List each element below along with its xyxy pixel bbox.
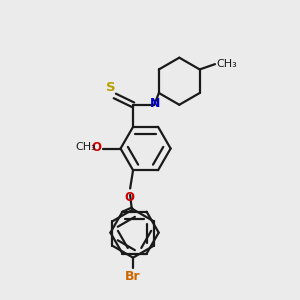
Text: N: N [150,97,160,110]
Text: CH₃: CH₃ [217,59,238,69]
Text: CH₃: CH₃ [76,142,96,152]
Text: O: O [92,141,101,154]
Text: Br: Br [125,270,141,283]
Text: S: S [106,82,116,94]
Text: O: O [124,191,134,204]
